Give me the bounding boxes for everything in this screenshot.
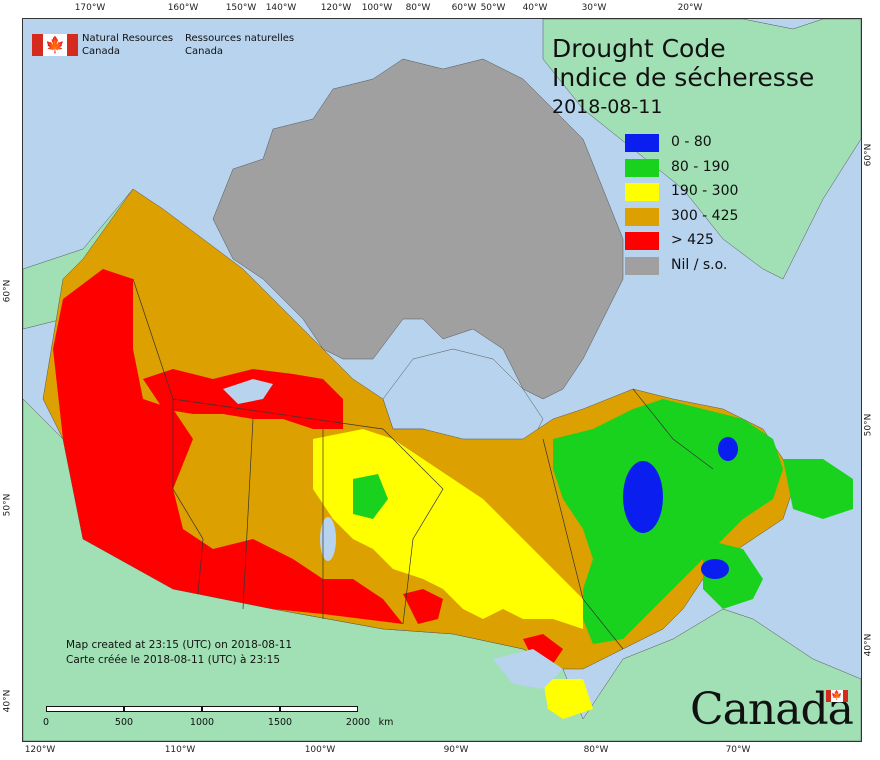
legend-swatch bbox=[625, 134, 659, 152]
scale-unit: km bbox=[378, 717, 394, 728]
tick-left-60n: 60°N bbox=[2, 279, 13, 303]
tick-bottom-80w: 80°W bbox=[583, 745, 609, 755]
tick-top-100w: 100°W bbox=[361, 3, 393, 13]
title-fr: Indice de sécheresse bbox=[552, 63, 815, 92]
tick-bottom-100w: 100°W bbox=[304, 745, 336, 755]
zone-blue-quebec bbox=[623, 461, 663, 533]
zone-green-newfoundland bbox=[783, 459, 853, 519]
scale-segment bbox=[280, 706, 358, 712]
scale-label: 1000 bbox=[189, 717, 215, 728]
zone-green-maritimes bbox=[703, 539, 763, 609]
canada-flag-icon: 🍁 bbox=[32, 34, 78, 56]
lake-winnipeg bbox=[320, 517, 336, 561]
tick-top-120w: 120°W bbox=[320, 3, 352, 13]
legend-swatch bbox=[625, 232, 659, 250]
tick-top-20w: 20°W bbox=[677, 3, 703, 13]
provincial-borders bbox=[132, 278, 714, 650]
nrcan-signature: 🍁 Natural Resources Canada Ressources na… bbox=[30, 32, 294, 62]
tick-top-80w: 80°W bbox=[405, 3, 431, 13]
zone-blue-gaspe bbox=[701, 559, 729, 579]
scale-segment bbox=[202, 706, 280, 712]
tick-right-60n: 60°N bbox=[863, 143, 874, 167]
tick-top-40w: 40°W bbox=[522, 3, 548, 13]
credit-fr: Carte créée le 2018-08-11 (UTC) à 23:15 bbox=[66, 654, 281, 666]
zone-blue-labrador bbox=[718, 437, 738, 461]
agency-name-en: Natural Resources Canada bbox=[82, 33, 174, 57]
map-title: Drought Code Indice de sécheresse 2018-0… bbox=[552, 34, 814, 120]
scale-bar: 0 500 1000 1500 2000 km bbox=[42, 706, 393, 734]
tick-bottom-90w: 90°W bbox=[443, 745, 469, 755]
legend-label: Nil / s.o. bbox=[671, 256, 728, 273]
map-frame bbox=[22, 18, 862, 742]
tick-top-140w: 140°W bbox=[265, 3, 297, 13]
legend-swatch bbox=[625, 183, 659, 201]
scale-label: 0 bbox=[42, 717, 50, 728]
tick-right-50n: 50°N bbox=[863, 413, 874, 437]
legend-label: 80 - 190 bbox=[671, 158, 730, 175]
drought-map bbox=[23, 19, 861, 741]
map-date: 2018-08-11 bbox=[552, 96, 663, 118]
legend-label: > 425 bbox=[671, 232, 714, 248]
wordmark-flag-icon: 🍁 bbox=[826, 690, 848, 702]
great-lakes bbox=[493, 649, 563, 689]
agency-name-fr: Ressources naturelles Canada bbox=[185, 33, 295, 57]
legend-swatch bbox=[625, 158, 659, 177]
legend-label: 0 - 80 bbox=[671, 134, 712, 150]
tick-top-170w: 170°W bbox=[74, 3, 106, 13]
scale-label: 500 bbox=[114, 717, 134, 728]
map-credit: Map created at 23:15 (UTC) on 2018-08-11… bbox=[66, 638, 292, 668]
arctic-islands bbox=[212, 58, 624, 400]
great-slave-lake bbox=[223, 379, 273, 404]
zone-yellow-central bbox=[313, 429, 583, 629]
scale-label: 1500 bbox=[267, 717, 293, 728]
tick-top-30w: 30°W bbox=[581, 3, 607, 13]
legend-label: 190 - 300 bbox=[671, 183, 739, 199]
tick-left-50n: 50°N bbox=[2, 493, 13, 517]
scale-label: 2000 bbox=[345, 717, 371, 728]
greenland bbox=[542, 19, 861, 280]
scale-segment bbox=[124, 706, 202, 712]
scale-segment bbox=[46, 706, 124, 712]
tick-top-60w: 60°W bbox=[451, 3, 477, 13]
zone-green-central bbox=[353, 474, 388, 519]
tick-left-40n: 40°N bbox=[2, 689, 13, 713]
zone-yellow-islands bbox=[543, 679, 593, 719]
tick-top-150w: 150°W bbox=[225, 3, 257, 13]
tick-right-40n: 40°N bbox=[863, 633, 874, 657]
credit-en: Map created at 23:15 (UTC) on 2018-08-11 bbox=[66, 639, 293, 651]
legend-label: 300 - 425 bbox=[671, 207, 739, 224]
zone-red-west bbox=[53, 269, 403, 624]
zone-red-ontario bbox=[403, 589, 443, 624]
tick-bottom-120w: 120°W bbox=[24, 745, 56, 755]
title-en: Drought Code bbox=[552, 34, 726, 63]
tick-bottom-110w: 110°W bbox=[164, 745, 196, 755]
tick-top-160w: 160°W bbox=[167, 3, 199, 13]
legend-swatch bbox=[625, 207, 659, 226]
tick-bottom-70w: 70°W bbox=[725, 745, 751, 755]
tick-top-50w: 50°W bbox=[480, 3, 506, 13]
legend-swatch bbox=[625, 256, 659, 275]
